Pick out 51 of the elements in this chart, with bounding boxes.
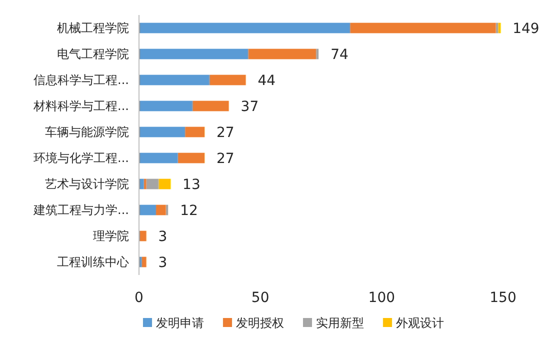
total-label: 27 [216, 125, 234, 141]
bar [158, 178, 171, 190]
total-label: 3 [158, 229, 168, 245]
x-tick-label: 150 [490, 290, 516, 306]
total-label: 149 [512, 21, 540, 37]
bar [139, 100, 192, 112]
bar [248, 48, 316, 60]
total-label: 3 [158, 255, 168, 271]
y-tick-label: 机械工程学院 [57, 21, 129, 35]
bar [139, 22, 350, 34]
bar [139, 230, 146, 242]
x-tick-label: 0 [134, 290, 144, 306]
bar [139, 74, 210, 86]
y-tick-label: 工程训练中心 [57, 255, 129, 269]
legend-label: 发明授权 [236, 316, 284, 330]
y-tick-label: 材料科学与工程... [32, 99, 129, 113]
bar [209, 74, 246, 86]
y-tick-label: 艺术与设计学院 [45, 177, 129, 191]
total-label: 37 [240, 99, 259, 115]
bar [496, 22, 498, 34]
total-label: 27 [216, 151, 234, 167]
bar [166, 204, 168, 216]
bar [141, 256, 146, 268]
bar [139, 152, 178, 164]
bar [185, 126, 205, 138]
total-label: 74 [330, 47, 348, 63]
bar [498, 22, 501, 34]
y-tick-label: 信息科学与工程... [34, 73, 129, 87]
bar [350, 22, 496, 34]
total-label: 12 [180, 203, 198, 219]
bar [139, 126, 186, 138]
y-tick-label: 建筑工程与力学... [32, 203, 129, 217]
x-tick-label: 50 [251, 290, 270, 306]
legend-label: 实用新型 [316, 316, 364, 330]
x-tick-label: 100 [368, 290, 396, 306]
bar [144, 178, 146, 190]
bar [139, 204, 156, 216]
total-label: 13 [182, 177, 200, 193]
y-tick-label: 环境与化学工程... [34, 151, 129, 165]
bar [316, 48, 319, 60]
y-tick-label: 理学院 [93, 229, 129, 243]
bar [146, 178, 158, 190]
bar [178, 152, 205, 164]
bar [192, 100, 229, 112]
y-tick-label: 车辆与能源学院 [45, 125, 129, 139]
legend-label: 外观设计 [396, 316, 444, 330]
bar [139, 48, 248, 60]
total-label: 44 [258, 73, 276, 89]
legend-label: 发明申请 [156, 316, 204, 330]
bar [156, 204, 166, 216]
y-tick-label: 电气工程学院 [57, 47, 129, 61]
